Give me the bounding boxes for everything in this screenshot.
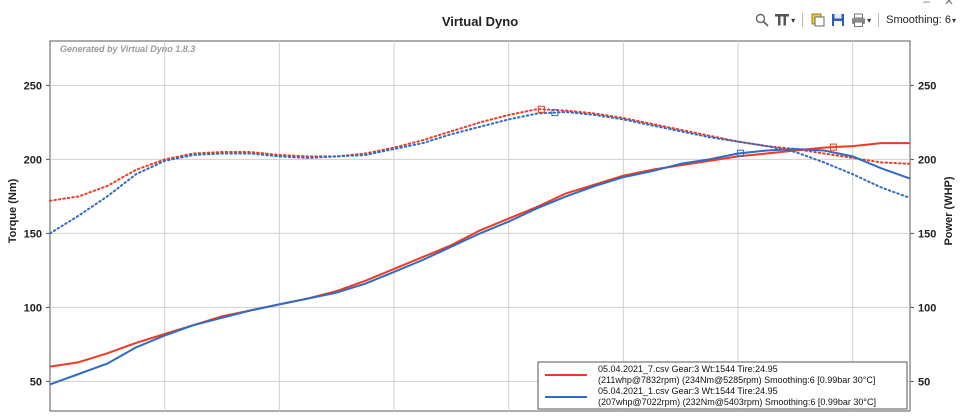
left-axis-ticks: 50 100 150 200 250: [24, 80, 50, 388]
right-tick-label: 50: [918, 376, 930, 388]
window-controls: – ✕: [923, 0, 954, 8]
right-tick-label: 250: [918, 80, 936, 92]
x-gridlines: [164, 41, 854, 411]
left-tick-label: 200: [24, 154, 42, 166]
power-curve-2: [49, 148, 911, 386]
zoom-icon[interactable]: [754, 12, 770, 28]
power-peak-marker-2: [737, 149, 745, 157]
torque-peak-marker-2: [551, 109, 559, 117]
filter-dropdown-icon[interactable]: ▾: [791, 15, 796, 25]
copy-icon[interactable]: [810, 12, 826, 28]
legend-box: [537, 361, 908, 410]
close-icon[interactable]: ✕: [943, 0, 954, 8]
legend-name-1: 05.04.2021_7.csv Gear:3 Wt:1544 Tire:24.…: [598, 364, 778, 374]
right-tick-label: 200: [918, 154, 936, 166]
chart-header: – ✕ Virtual Dyno ▾ ▾ Smoothing: 6 ▾: [0, 0, 960, 36]
power-peak-marker-1: [829, 143, 837, 151]
print-dropdown-icon[interactable]: ▾: [867, 15, 872, 25]
filter-icon[interactable]: [774, 12, 790, 28]
minimize-icon[interactable]: –: [923, 0, 930, 8]
right-tick-label: 100: [918, 302, 936, 314]
smoothing-dropdown-icon[interactable]: ▾: [951, 15, 956, 25]
right-axis-ticks: 50 100 150 200 250: [910, 80, 936, 388]
chart-watermark: Generated by Virtual Dyno 1.8.3: [60, 44, 195, 54]
left-tick-label: 250: [24, 80, 42, 92]
legend-name-2: 05.04.2021_1.csv Gear:3 Wt:1544 Tire:24.…: [598, 386, 778, 396]
torque-peak-marker-1: [537, 105, 545, 113]
right-tick-label: 150: [918, 228, 936, 240]
save-icon[interactable]: [830, 12, 846, 28]
smoothing-selector[interactable]: Smoothing: 6: [886, 14, 951, 26]
toolbar-divider: [802, 13, 804, 27]
left-axis-label: Torque (Nm): [7, 178, 19, 243]
right-axis-label: Power (WHP): [943, 176, 955, 245]
plot-area: [49, 40, 911, 412]
torque-curve-2: [49, 110, 911, 235]
curves: [49, 108, 911, 386]
legend-detail-2: (207whp@7022rpm) (232Nm@5403rpm) Smoothi…: [598, 397, 876, 407]
legend: 05.04.2021_7.csv Gear:3 Wt:1544 Tire:24.…: [537, 361, 908, 410]
dyno-chart: Generated by Virtual Dyno 1.8.3 50 100 150…: [7, 40, 955, 412]
peak-markers: [537, 105, 837, 157]
toolbar-divider: [878, 13, 880, 27]
print-icon[interactable]: [850, 12, 866, 28]
chart-title: Virtual Dyno: [441, 14, 519, 29]
left-tick-label: 100: [24, 302, 42, 314]
chart-toolbar: ▾ ▾ Smoothing: 6 ▾: [754, 11, 956, 29]
left-tick-label: 50: [30, 376, 42, 388]
legend-detail-1: (211whp@7832rpm) (234Nm@5285rpm) Smoothi…: [598, 375, 875, 385]
left-tick-label: 150: [24, 228, 42, 240]
